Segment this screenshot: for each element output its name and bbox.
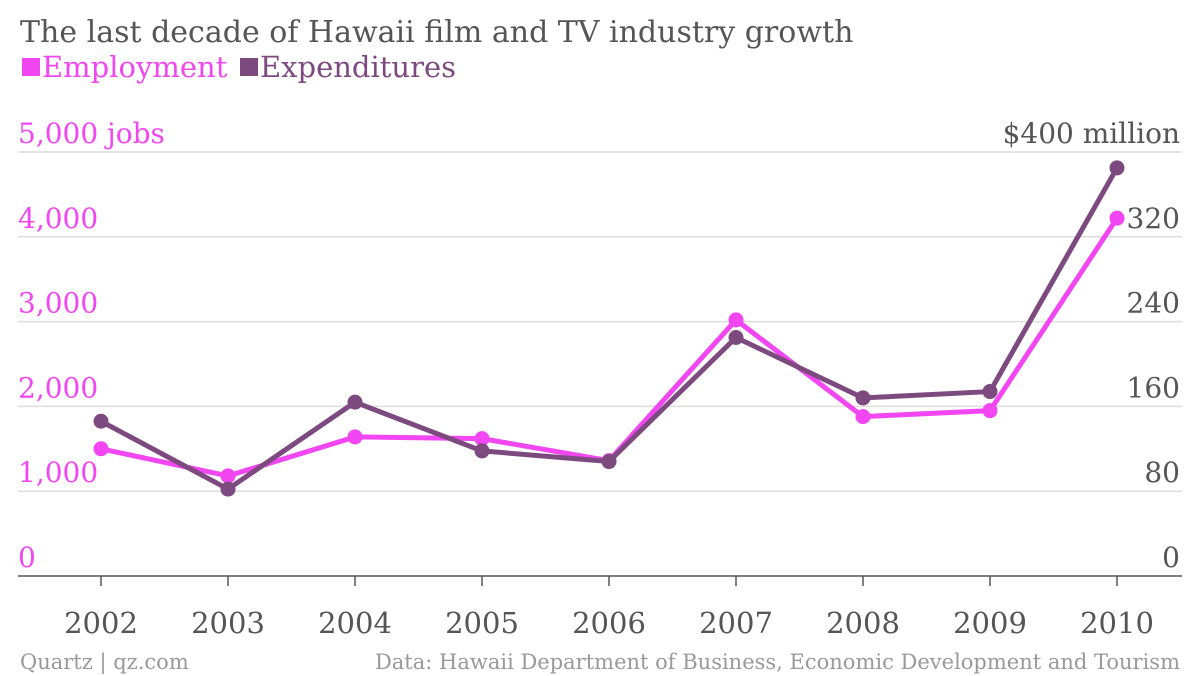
- y-left-tick-label: 2,000: [18, 371, 98, 404]
- legend-swatch-employment: [22, 58, 40, 76]
- data-point-employment: [220, 468, 236, 484]
- data-point-employment: [93, 441, 109, 457]
- data-point-expenditures: [474, 443, 490, 459]
- x-tick-label: 2007: [699, 606, 773, 640]
- y-right-tick-label: 80: [1144, 456, 1180, 489]
- footer-source-right: Data: Hawaii Department of Business, Eco…: [375, 650, 1180, 674]
- legend-label-employment: Employment: [42, 50, 228, 84]
- chart-title: The last decade of Hawaii film and TV in…: [20, 15, 853, 50]
- data-point-employment: [855, 409, 871, 425]
- y-right-tick-label: 320: [1127, 202, 1180, 235]
- footer-source-left: Quartz | qz.com: [20, 650, 189, 675]
- series-line-expenditures: [98, 165, 1120, 492]
- y-left-tick-label: 1,000: [18, 456, 98, 489]
- gridlines: [18, 151, 1182, 492]
- data-point-employment: [1109, 210, 1125, 226]
- data-point-expenditures: [220, 481, 236, 497]
- series-line-employment: [98, 215, 1120, 479]
- data-point-expenditures: [601, 454, 617, 470]
- legend-label-expenditures: Expenditures: [260, 50, 456, 84]
- y-right-tick-label: 0: [1162, 541, 1180, 574]
- data-point-expenditures: [93, 413, 109, 429]
- x-tick-label: 2004: [318, 606, 392, 640]
- data-point-expenditures: [347, 394, 363, 410]
- data-point-expenditures: [855, 390, 871, 406]
- legend: Employment Expenditures: [22, 50, 456, 84]
- y-axis-right: 0 80 160 240 320 $400 million: [1003, 117, 1180, 574]
- y-left-tick-label: 0: [18, 541, 36, 574]
- x-tick-label: 2005: [445, 606, 519, 640]
- data-point-expenditures: [982, 384, 998, 400]
- x-tick-label: 2003: [191, 606, 265, 640]
- y-right-tick-label: 240: [1127, 287, 1180, 320]
- y-left-tick-label: 4,000: [18, 202, 98, 235]
- x-axis: 2002 2003 2004 2005 2006 2007 2008 2009 2010: [18, 575, 1182, 640]
- series: [93, 160, 1125, 497]
- x-tick-label: 2002: [64, 606, 138, 640]
- y-right-tick-label: 160: [1127, 371, 1180, 404]
- data-point-employment: [347, 429, 363, 445]
- y-right-tick-label: $400 million: [1003, 117, 1180, 150]
- data-point-employment: [982, 403, 998, 419]
- y-left-tick-label: 3,000: [18, 287, 98, 320]
- data-point-expenditures: [728, 330, 744, 345]
- data-point-employment: [728, 312, 744, 328]
- y-left-tick-label: 5,000 jobs: [18, 117, 165, 150]
- x-tick-label: 2006: [572, 606, 646, 640]
- data-point-expenditures: [1109, 160, 1125, 176]
- data-point-employment: [474, 431, 490, 447]
- x-tick-label: 2008: [826, 606, 900, 640]
- y-axis-left: 0 1,000 2,000 3,000 4,000 5,000 jobs: [18, 117, 165, 574]
- x-tick-label: 2009: [953, 606, 1027, 640]
- legend-swatch-expenditures: [240, 58, 258, 76]
- x-tick-label: 2010: [1080, 606, 1154, 640]
